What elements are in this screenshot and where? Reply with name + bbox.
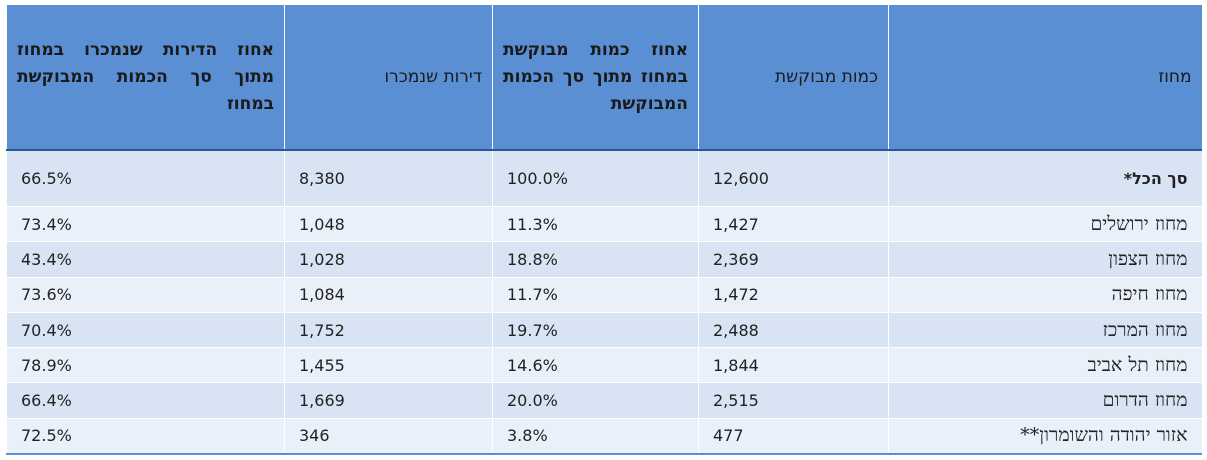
cell-requested-qty: 1,472 [698, 276, 889, 313]
table-row-total: סך הכל* 12,600 100.0% 8,380 66.5% [6, 149, 1202, 207]
cell-requested-qty: 1,844 [698, 347, 889, 383]
cell-requested-qty: 2,369 [698, 241, 889, 278]
cell-requested-qty: 1,427 [698, 206, 889, 242]
cell-region: מחוז הצפון [888, 241, 1202, 278]
cell-units-sold: 1,028 [284, 241, 493, 278]
cell-requested-qty: 2,515 [698, 382, 889, 419]
table-row: מחוז המרכז 2,488 19.7% 1,752 70.4% [6, 311, 1202, 348]
cell-pct-sold: 66.5% [6, 149, 285, 207]
cell-units-sold: 346 [284, 417, 493, 455]
cell-units-sold: 1,752 [284, 311, 493, 348]
cell-region: מחוז המרכז [888, 311, 1202, 348]
cell-pct-sold: 43.4% [6, 241, 285, 278]
cell-pct-of-requested: 20.0% [492, 382, 699, 419]
cell-pct-of-requested: 18.8% [492, 241, 699, 278]
cell-pct-of-requested: 14.6% [492, 347, 699, 383]
cell-pct-of-requested: 100.0% [492, 149, 699, 207]
cell-region: מחוז חיפה [888, 276, 1202, 313]
cell-region: מחוז הדרום [888, 382, 1202, 419]
cell-region: סך הכל* [888, 149, 1202, 207]
cell-pct-sold: 78.9% [6, 347, 285, 383]
header-pct-of-requested: אחוז כמות מבוקשת במחוז מתוך סך הכמות המב… [492, 5, 699, 150]
cell-pct-sold: 72.5% [6, 417, 285, 455]
cell-units-sold: 1,669 [284, 382, 493, 419]
cell-requested-qty: 2,488 [698, 311, 889, 348]
table-row: מחוז תל אביב 1,844 14.6% 1,455 78.9% [6, 347, 1202, 383]
cell-pct-of-requested: 3.8% [492, 417, 699, 455]
cell-pct-of-requested: 11.3% [492, 206, 699, 242]
cell-requested-qty: 477 [698, 417, 889, 455]
cell-region: מחוז ירושלים [888, 206, 1202, 242]
header-requested-qty: כמות מבוקשת [698, 5, 889, 150]
cell-region: מחוז תל אביב [888, 347, 1202, 383]
cell-pct-sold: 73.4% [6, 206, 285, 242]
table-row: מחוז הדרום 2,515 20.0% 1,669 66.4% [6, 382, 1202, 419]
cell-units-sold: 1,048 [284, 206, 493, 242]
header-pct-sold: אחוז הדירות שנמכרו במחוז מתוך סך הכמות ה… [6, 5, 285, 150]
cell-units-sold: 1,084 [284, 276, 493, 313]
cell-pct-of-requested: 11.7% [492, 276, 699, 313]
cell-pct-sold: 70.4% [6, 311, 285, 348]
region-sales-table: מחוז כמות מבוקשת אחוז כמות מבוקשת במחוז … [6, 5, 1202, 455]
table-row: מחוז הצפון 2,369 18.8% 1,028 43.4% [6, 241, 1202, 278]
table-header-row: מחוז כמות מבוקשת אחוז כמות מבוקשת במחוז … [6, 5, 1202, 150]
cell-pct-sold: 73.6% [6, 276, 285, 313]
header-units-sold: דירות שנמכרו [284, 5, 493, 150]
cell-units-sold: 8,380 [284, 149, 493, 207]
header-region: מחוז [888, 5, 1202, 150]
cell-requested-qty: 12,600 [698, 149, 889, 207]
cell-region: אזור יהודה והשומרון** [888, 417, 1202, 455]
cell-pct-of-requested: 19.7% [492, 311, 699, 348]
cell-pct-sold: 66.4% [6, 382, 285, 419]
table-row: מחוז ירושלים 1,427 11.3% 1,048 73.4% [6, 206, 1202, 242]
table-row: אזור יהודה והשומרון** 477 3.8% 346 72.5% [6, 417, 1202, 455]
data-table-container: מחוז כמות מבוקשת אחוז כמות מבוקשת במחוז … [6, 5, 1202, 455]
table-row: מחוז חיפה 1,472 11.7% 1,084 73.6% [6, 276, 1202, 313]
cell-units-sold: 1,455 [284, 347, 493, 383]
